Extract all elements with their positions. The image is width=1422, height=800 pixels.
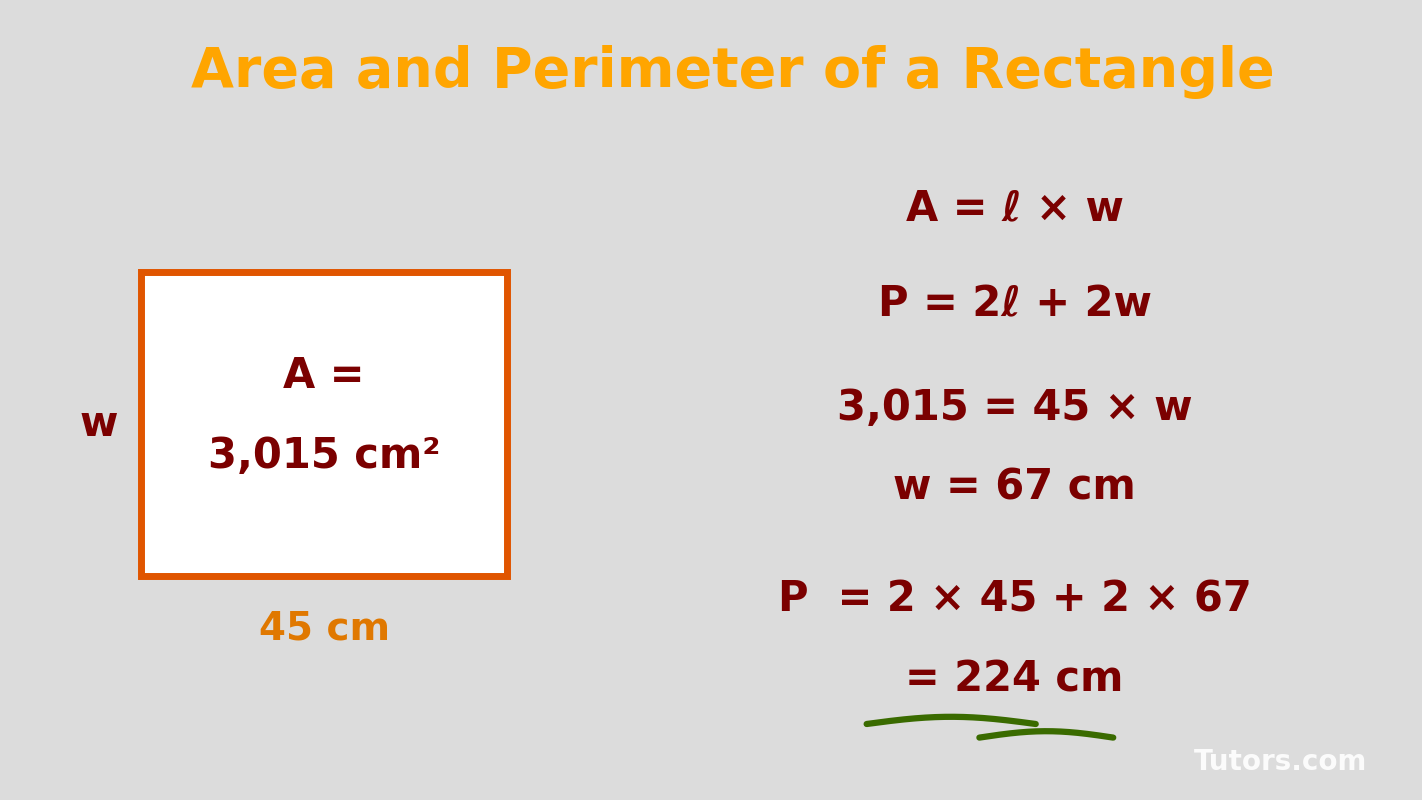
- Text: w: w: [80, 403, 118, 445]
- Text: 45 cm: 45 cm: [259, 609, 390, 647]
- Text: A =: A =: [283, 355, 365, 397]
- Text: Area and Perimeter of a Rectangle: Area and Perimeter of a Rectangle: [191, 45, 1274, 99]
- Text: w = 67 cm: w = 67 cm: [893, 467, 1136, 509]
- Text: A = ℓ × w: A = ℓ × w: [906, 187, 1123, 229]
- Text: P = 2ℓ + 2w: P = 2ℓ + 2w: [877, 283, 1152, 325]
- Bar: [141, 272, 508, 576]
- Text: 3,015 cm²: 3,015 cm²: [208, 435, 441, 477]
- Text: 3,015 = 45 × w: 3,015 = 45 × w: [836, 387, 1193, 429]
- Text: Tutors.com: Tutors.com: [1193, 748, 1367, 776]
- Text: = 224 cm: = 224 cm: [906, 659, 1123, 701]
- Text: P  = 2 × 45 + 2 × 67: P = 2 × 45 + 2 × 67: [778, 579, 1251, 621]
